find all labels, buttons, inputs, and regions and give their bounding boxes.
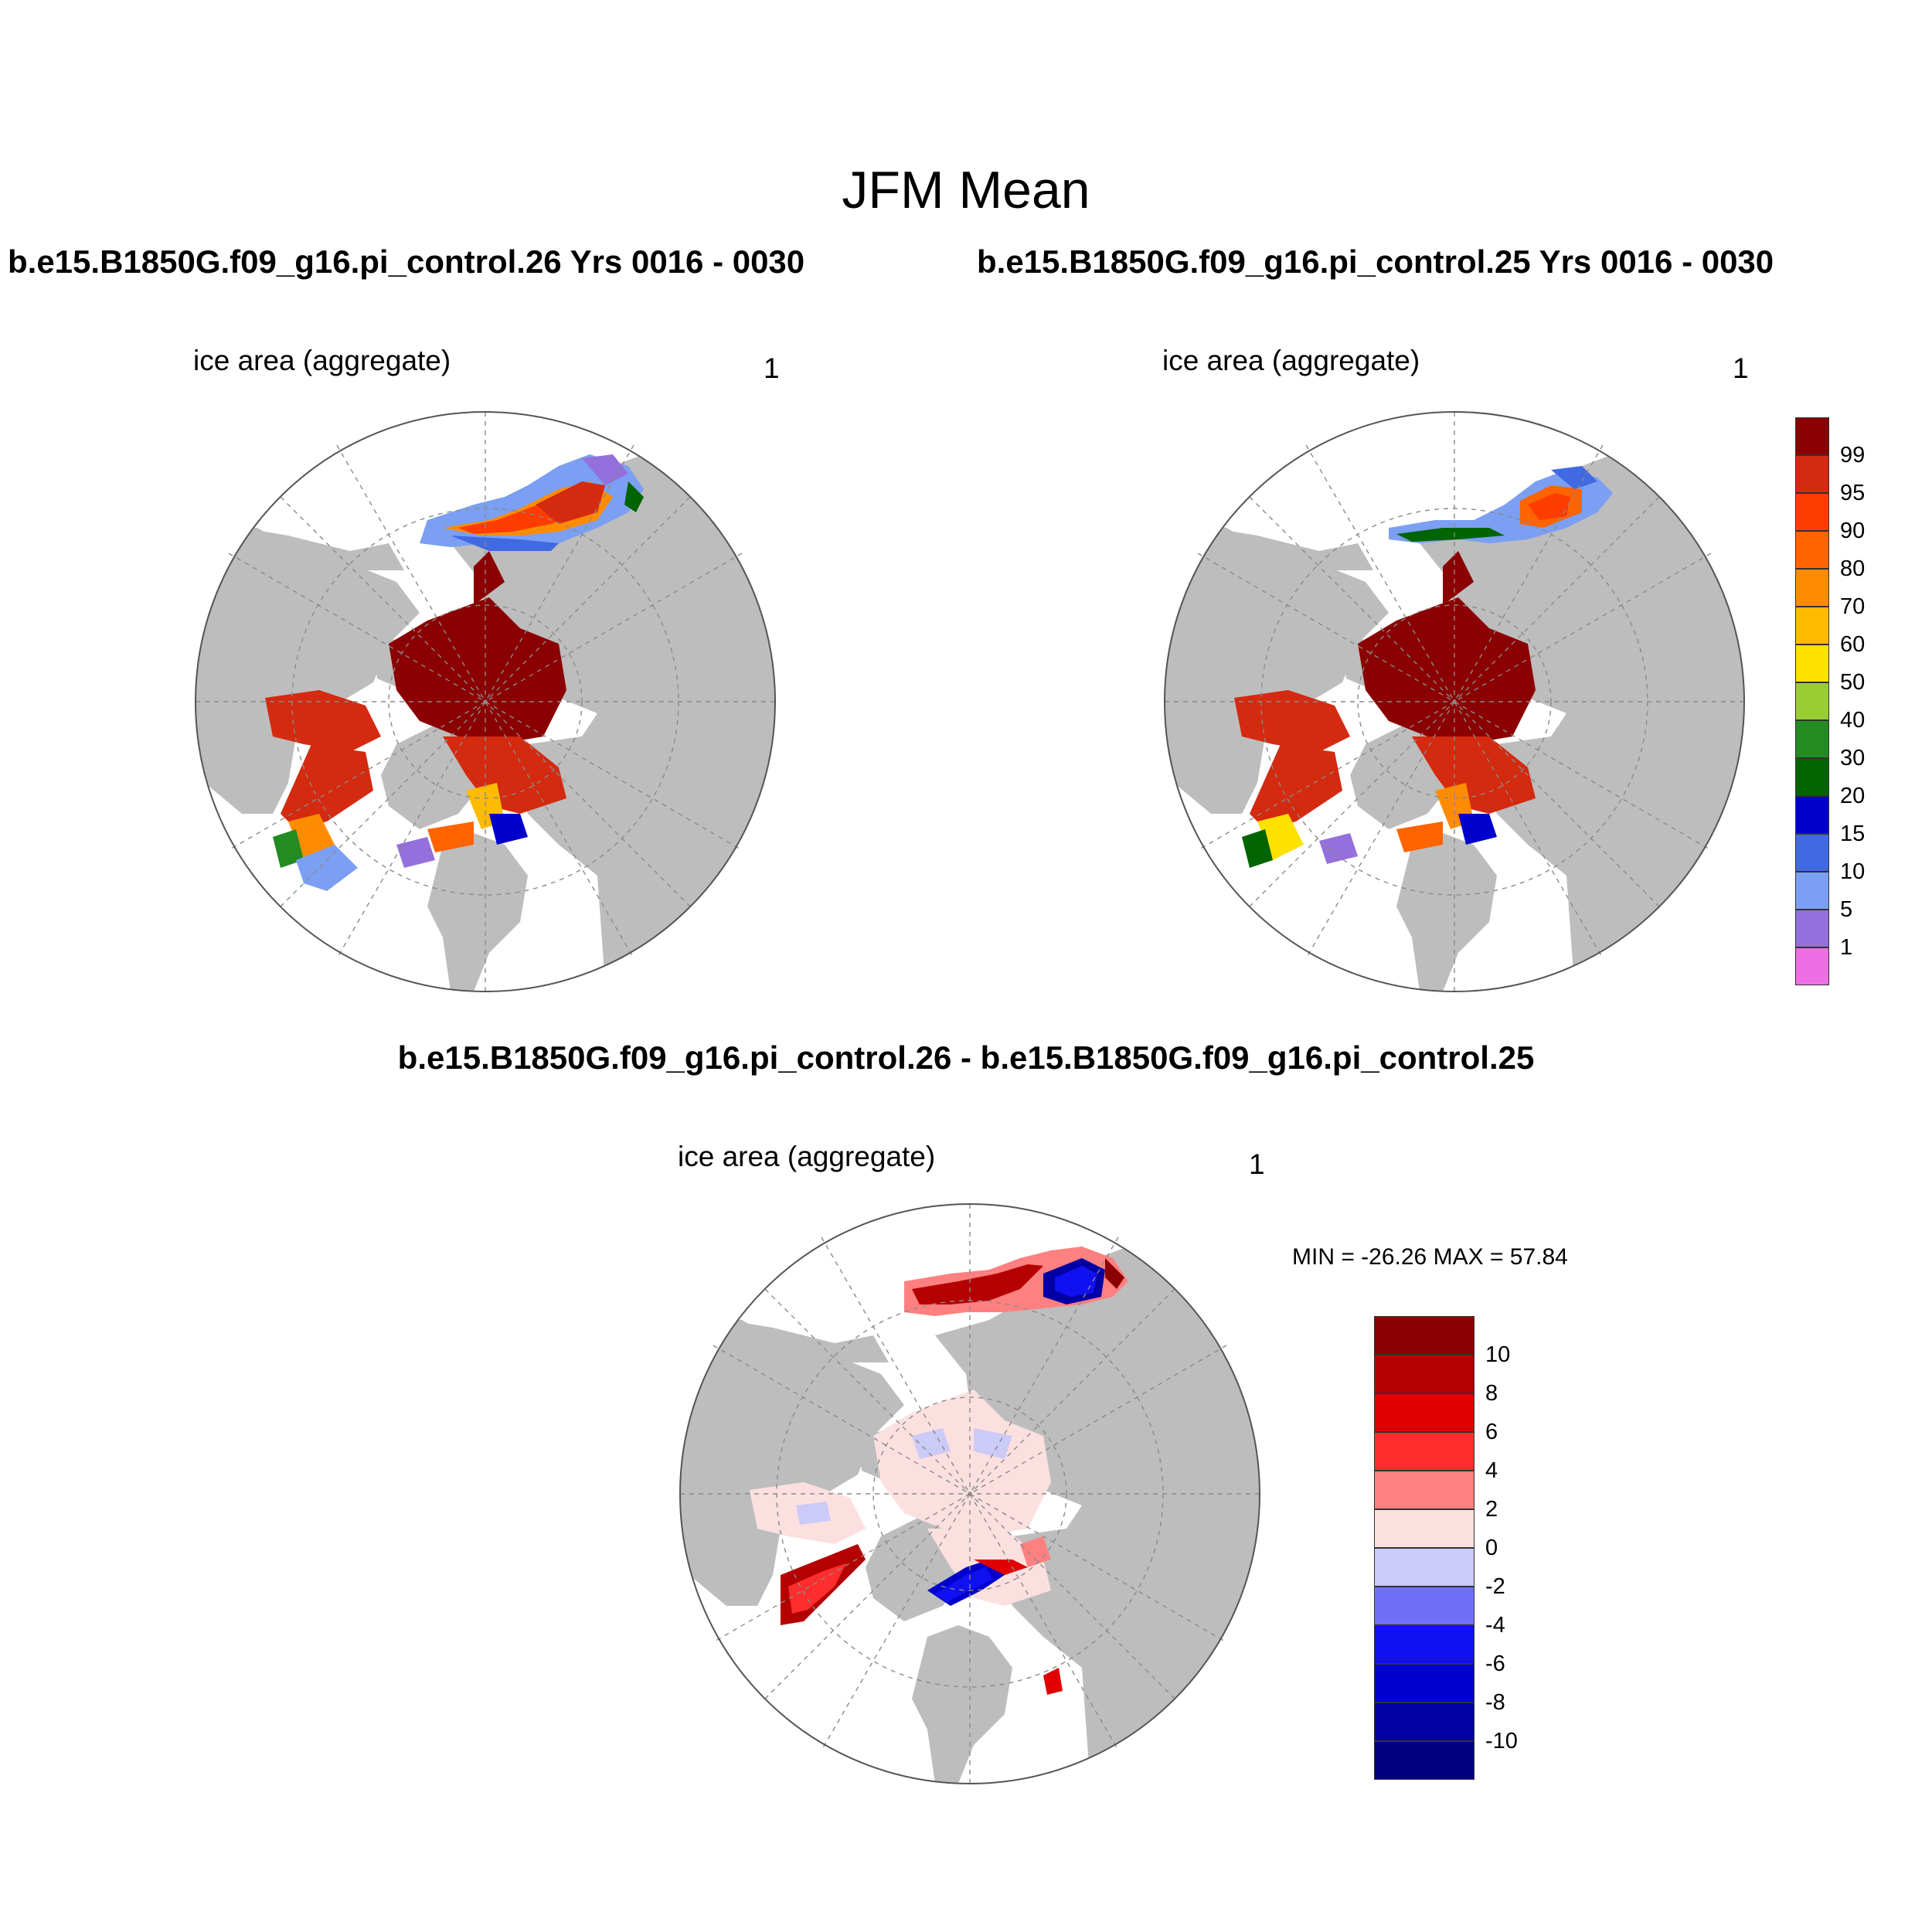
main-legend-swatch (1795, 720, 1829, 758)
diff-minmax: MIN = -26.26 MAX = 57.84 (1292, 1244, 1568, 1270)
diff-legend-swatch (1374, 1432, 1475, 1471)
main-legend-label: 30 (1840, 746, 1866, 770)
main-legend-swatch (1795, 493, 1829, 531)
right-units-label: 1 (1733, 352, 1749, 384)
main-legend-swatch (1795, 569, 1829, 607)
diff-polar-map (679, 1203, 1260, 1784)
diff-legend-label: 4 (1485, 1458, 1498, 1483)
left-variable-label: ice area (aggregate) (193, 345, 451, 376)
diff-legend-swatch (1374, 1316, 1475, 1355)
main-legend-swatch (1795, 910, 1829, 947)
main-legend-swatch (1795, 872, 1829, 910)
main-legend-label: 95 (1840, 481, 1866, 505)
diff-legend-label: -4 (1485, 1613, 1505, 1638)
right-variable-label: ice area (aggregate) (1162, 345, 1420, 376)
diff-units-label: 1 (1249, 1148, 1265, 1180)
main-legend-swatch (1795, 607, 1829, 645)
main-legend-label: 20 (1840, 784, 1866, 808)
main-legend-swatch (1795, 947, 1829, 985)
diff-legend-swatch (1374, 1702, 1475, 1741)
main-legend-label: 50 (1840, 670, 1866, 695)
diff-legend-label: 0 (1485, 1536, 1498, 1560)
diff-legend-swatch (1374, 1355, 1475, 1393)
diff-legend-label: -2 (1485, 1574, 1505, 1599)
right-polar-map (1164, 411, 1745, 992)
diff-legend-label: 6 (1485, 1420, 1498, 1444)
main-legend-swatch (1795, 417, 1829, 455)
diff-field (750, 1247, 1128, 1695)
main-legend-label: 90 (1840, 519, 1866, 543)
diff-title: b.e15.B1850G.f09_g16.pi_control.26 - b.e… (397, 1039, 1535, 1076)
left-case-title: b.e15.B1850G.f09_g16.pi_control.26 Yrs 0… (8, 243, 805, 280)
main-legend-label: 15 (1840, 821, 1866, 846)
diff-legend-label: 8 (1485, 1381, 1498, 1406)
main-legend-label: 1 (1840, 935, 1853, 960)
main-legend-swatch (1795, 455, 1829, 493)
diff-legend-swatch (1374, 1548, 1475, 1587)
main-legend-label: 99 (1840, 443, 1866, 468)
main-legend-label: 10 (1840, 859, 1866, 884)
main-legend-label: 40 (1840, 708, 1866, 733)
main-legend-label: 60 (1840, 632, 1866, 657)
diff-legend-label: 2 (1485, 1497, 1498, 1522)
main-legend-label: 70 (1840, 594, 1866, 619)
left-ice-field (265, 454, 644, 891)
main-legend-swatch (1795, 758, 1829, 796)
right-case-title: b.e15.B1850G.f09_g16.pi_control.25 Yrs 0… (977, 243, 1774, 280)
main-legend-swatch (1795, 796, 1829, 834)
diff-legend-swatch (1374, 1625, 1475, 1664)
main-legend-swatch (1795, 834, 1829, 872)
diff-legend-swatch (1374, 1393, 1475, 1432)
diff-legend-swatch (1374, 1664, 1475, 1702)
diff-legend-label: 10 (1485, 1342, 1511, 1367)
diff-legend-swatch (1374, 1509, 1475, 1548)
main-legend-swatch (1795, 645, 1829, 682)
diff-legend-label: -6 (1485, 1651, 1505, 1676)
diff-legend-label: -10 (1485, 1729, 1518, 1753)
diff-legend-swatch (1374, 1587, 1475, 1625)
main-legend-swatch (1795, 531, 1829, 569)
diff-legend-swatch (1374, 1471, 1475, 1509)
diff-variable-label: ice area (aggregate) (678, 1141, 936, 1172)
main-colorbar: 99 95 90 80 70 60 50 40 30 20 15 10 5 1 (1795, 417, 1865, 985)
diff-colorbar: 10 8 6 4 2 0 -2 -4 -6 -8 -10 (1374, 1316, 1518, 1780)
main-legend-label: 5 (1840, 897, 1853, 922)
main-title: JFM Mean (842, 161, 1090, 219)
left-polar-map (195, 411, 776, 992)
right-ice-field (1234, 466, 1613, 868)
diff-legend-swatch (1374, 1741, 1475, 1780)
diff-legend-label: -8 (1485, 1690, 1505, 1715)
main-legend-swatch (1795, 682, 1829, 720)
left-units-label: 1 (764, 352, 780, 384)
main-legend-label: 80 (1840, 556, 1866, 581)
